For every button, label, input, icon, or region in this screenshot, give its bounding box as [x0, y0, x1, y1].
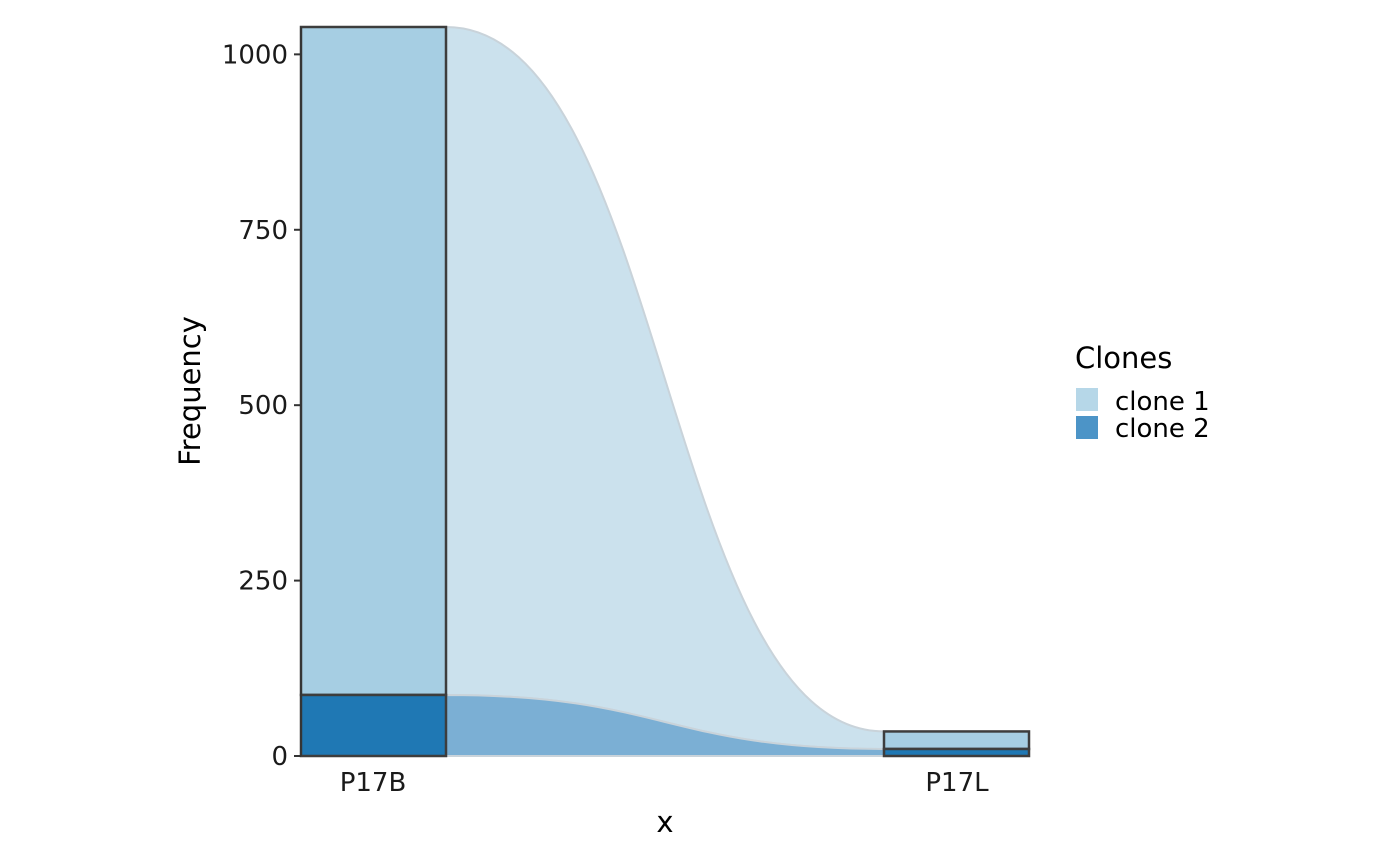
x-axis-title: x — [656, 805, 673, 839]
y-tick-label-750: 750 — [238, 216, 288, 246]
bar-p17b-clone-2 — [299, 693, 448, 758]
bar-p17b-clone-1 — [299, 25, 448, 697]
legend-label-clone-1: clone 1 — [1115, 387, 1210, 417]
bar-p17l-clone-1 — [882, 730, 1031, 751]
y-tick-label-1000: 1000 — [222, 40, 288, 70]
bar-p17l-clone-2 — [882, 747, 1031, 758]
x-tick-label-p17l: P17L — [925, 768, 989, 798]
x-axis: P17B P17L — [340, 768, 989, 798]
flow-clone-1 — [445, 25, 885, 750]
y-tick-label-500: 500 — [238, 391, 288, 421]
legend: Clones clone 1 clone 2 — [1075, 341, 1210, 444]
y-axis: 0 250 500 750 1000 — [222, 27, 302, 772]
y-axis-title: Frequency — [173, 316, 207, 466]
legend-swatch-clone-1 — [1076, 388, 1098, 411]
y-tick-label-250: 250 — [238, 567, 288, 597]
x-tick-label-p17b: P17B — [340, 768, 407, 798]
y-tick-label-0: 0 — [271, 742, 288, 772]
flows-layer — [445, 25, 885, 758]
legend-title: Clones — [1075, 341, 1172, 375]
legend-swatch-clone-2 — [1076, 416, 1098, 439]
legend-label-clone-2: clone 2 — [1115, 414, 1210, 444]
